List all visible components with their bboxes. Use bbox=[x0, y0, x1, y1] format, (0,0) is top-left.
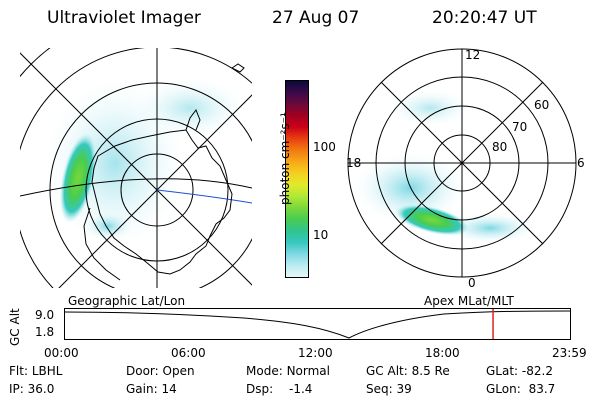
param-mode: Mode: Normal bbox=[246, 364, 330, 378]
param-seq-value: 39 bbox=[396, 382, 412, 396]
param-gc-alt: GC Alt: 8.5 Re bbox=[366, 364, 450, 378]
param-flt: Flt: LBHL bbox=[9, 364, 62, 378]
mag-aurora-faint-3 bbox=[445, 213, 535, 243]
instrument-title: Ultraviolet Imager bbox=[47, 8, 201, 28]
param-gain: Gain: 14 bbox=[126, 382, 177, 396]
mag-map-caption: Apex MLat/MLT bbox=[424, 294, 514, 308]
param-glon-value: 83.7 bbox=[528, 382, 556, 396]
param-door-value: Open bbox=[162, 364, 195, 378]
param-ip: IP: 36.0 bbox=[9, 382, 54, 396]
param-gain-value: 14 bbox=[161, 382, 177, 396]
colorbar-unit-label: photon cm⁻²s⁻¹ bbox=[278, 112, 292, 205]
altitude-ylabel: GC Alt bbox=[8, 308, 22, 346]
param-mode-value: Normal bbox=[286, 364, 330, 378]
mlt-label-12: 12 bbox=[465, 48, 481, 62]
param-gc-alt-value: 8.5 Re bbox=[411, 364, 450, 378]
magnetic-map bbox=[347, 48, 577, 278]
mag-aurora-faint bbox=[355, 153, 465, 223]
param-door-label: Door: bbox=[126, 364, 159, 378]
altitude-xtick-3: 18:00 bbox=[425, 346, 460, 360]
param-dsp-value: -1.4 bbox=[288, 382, 313, 396]
colorbar-gradient bbox=[286, 81, 308, 277]
colorbar-tick-10: 10 bbox=[313, 228, 329, 242]
param-door: Door: Open bbox=[126, 364, 195, 378]
altitude-ytick-9: 9.0 bbox=[35, 308, 55, 322]
param-flt-value: LBHL bbox=[31, 364, 63, 378]
colorbar-tick-100: 100 bbox=[313, 140, 336, 154]
time-label: 20:20:47 UT bbox=[432, 8, 537, 28]
param-gc-alt-label: GC Alt: bbox=[366, 364, 408, 378]
coastline bbox=[91, 129, 233, 275]
mlt-label-18: 18 bbox=[346, 156, 362, 170]
mlat-label-80: 80 bbox=[492, 140, 508, 154]
param-ip-value: 36.0 bbox=[27, 382, 55, 396]
param-glon-label: GLon: bbox=[486, 382, 521, 396]
param-glon: GLon: 83.7 bbox=[486, 382, 555, 396]
param-dsp-label: Dsp: bbox=[246, 382, 274, 396]
altitude-xtick-2: 12:00 bbox=[298, 346, 333, 360]
geo-aurora-band-2 bbox=[84, 212, 132, 240]
param-seq-label: Seq: bbox=[366, 382, 393, 396]
geo-oval-faint-2 bbox=[135, 78, 245, 138]
param-mode-label: Mode: bbox=[246, 364, 283, 378]
param-glat-value: -82.2 bbox=[521, 364, 553, 378]
mlt-label-0: 0 bbox=[468, 276, 476, 290]
mlat-label-70: 70 bbox=[512, 120, 528, 134]
colorbar bbox=[285, 80, 309, 278]
param-flt-label: Flt: bbox=[9, 364, 28, 378]
param-seq: Seq: 39 bbox=[366, 382, 412, 396]
param-dsp: Dsp: -1.4 bbox=[246, 382, 312, 396]
date-label: 27 Aug 07 bbox=[272, 8, 360, 28]
geo-map-caption: Geographic Lat/Lon bbox=[68, 294, 186, 308]
altitude-ytick-1: 1.8 bbox=[35, 325, 55, 339]
altitude-xtick-4: 23:59 bbox=[552, 346, 587, 360]
mag-aurora-faint-2 bbox=[390, 90, 470, 126]
param-ip-label: IP: bbox=[9, 382, 24, 396]
altitude-xtick-0: 00:00 bbox=[44, 346, 79, 360]
param-glat-label: GLat: bbox=[486, 364, 519, 378]
param-glat: GLat: -82.2 bbox=[486, 364, 553, 378]
altitude-plot bbox=[64, 308, 571, 340]
mlt-label-6: 6 bbox=[577, 156, 585, 170]
param-gain-label: Gain: bbox=[126, 382, 158, 396]
mlat-label-60: 60 bbox=[534, 98, 550, 112]
geographic-map bbox=[20, 48, 252, 288]
altitude-xtick-1: 06:00 bbox=[171, 346, 206, 360]
